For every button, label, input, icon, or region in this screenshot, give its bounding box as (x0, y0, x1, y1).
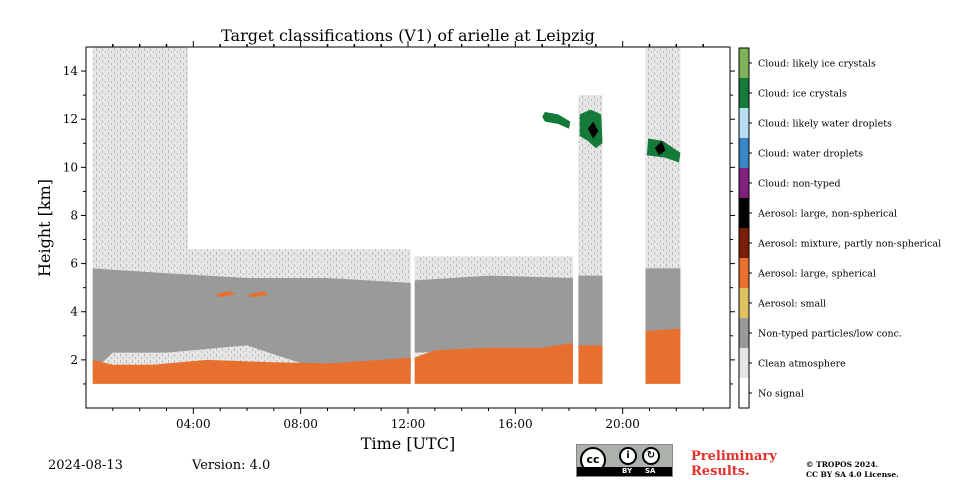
colorbar-label-cloud-likely-water-droplets: Cloud: likely water droplets (758, 119, 892, 130)
colorbar-swatch-no-signal (739, 378, 749, 408)
layer-cloud-ice-crystals-14 (542, 112, 571, 129)
y-tick-label: 10 (63, 160, 78, 174)
colorbar-frame (738, 47, 750, 409)
preliminary-line-1: Preliminary (691, 449, 777, 464)
share-alike-icon: ↻ (642, 447, 660, 465)
y-tick-label: 6 (70, 257, 78, 271)
by-label: BY (622, 467, 633, 475)
colorbar-label-non-typed-particles-low-conc: Non-typed particles/low conc. (758, 329, 902, 340)
chart-title: Target classifications (V1) of arielle a… (221, 26, 595, 45)
layer-non-typed-particles-low-conc--7 (645, 268, 681, 336)
measurement-date: 2024-08-13 (48, 458, 123, 473)
layer-aerosol-large-spherical-10 (578, 345, 603, 384)
colorbar-label-aerosol-small: Aerosol: small (757, 299, 826, 310)
software-version: Version: 4.0 (192, 458, 271, 473)
layer-aerosol-large-spherical-9 (414, 343, 573, 384)
preliminary-line-2: Results. (691, 464, 750, 479)
colorbar-swatch-non-typed-particles-low-conc (739, 318, 749, 348)
x-tick-label: 04:00 (176, 417, 211, 431)
x-axis-label: Time [UTC] (361, 434, 455, 453)
y-tick-label: 12 (63, 112, 78, 126)
x-tick-label: 20:00 (605, 417, 640, 431)
layer-aerosol-large-spherical-8 (92, 357, 411, 384)
colorbar-label-cloud-ice-crystals: Cloud: ice crystals (758, 89, 847, 100)
x-tick-label: 12:00 (391, 417, 426, 431)
copyright-line-1: © TROPOS 2024. (806, 460, 879, 469)
colorbar-swatch-aerosol-mixture-partly-non-spherical (739, 228, 749, 258)
colorbar-label-cloud-water-droplets: Cloud: water droplets (758, 149, 863, 160)
x-tick-label: 16:00 (498, 417, 533, 431)
colorbar-swatch-aerosol-small (739, 288, 749, 318)
colorbar-swatch-cloud-likely-ice-crystals (739, 48, 749, 78)
layer-aerosol-large-non-spherical-17 (587, 121, 599, 139)
colorbar-swatch-aerosol-large-non-spherical (739, 198, 749, 228)
sa-label: SA (645, 467, 656, 475)
axes: 04:00 08:00 12:00 16:00 20:00 2 4 6 8 10 12 14 (63, 41, 735, 431)
colorbar-label-aerosol-large-spherical: Aerosol: large, spherical (757, 269, 876, 280)
x-tick-label: 08:00 (283, 417, 318, 431)
attribution-icon: i (619, 447, 637, 465)
layer-non-typed-particles-low-conc--6 (578, 275, 603, 348)
colorbar-label-clean-atmosphere: Clean atmosphere (758, 359, 846, 370)
colorbar-label-no-signal: No signal (758, 389, 804, 400)
colorbar-swatch-clean-atmosphere (739, 348, 749, 378)
cc-license-badge: cc i ↻ BY SA (576, 444, 673, 477)
colorbar-label-aerosol-mixture-partly-non-spherical: Aerosol: mixture, partly non-spherical (757, 239, 941, 250)
colorbar-label-cloud-non-typed: Cloud: non-typed (758, 179, 841, 190)
copyright-notice: © TROPOS 2024. CC BY SA 4.0 License. (806, 460, 899, 480)
y-tick-label: 4 (70, 305, 78, 319)
layer-aerosol-large-spherical-11 (645, 328, 681, 384)
copyright-line-2: CC BY SA 4.0 License. (806, 470, 899, 479)
classification-layers (92, 47, 681, 384)
colorbar-label-cloud-likely-ice-crystals: Cloud: likely ice crystals (758, 59, 876, 70)
layer-non-typed-particles-low-conc--5 (414, 275, 573, 353)
colorbar-legend: No signal Clean atmosphere Non-typed parti… (738, 47, 941, 409)
layer-aerosol-large-spherical-13 (247, 291, 269, 298)
colorbar-label-aerosol-large-non-spherical: Aerosol: large, non-spherical (757, 209, 897, 220)
colorbar-swatch-cloud-water-droplets (739, 138, 749, 168)
y-axis-label: Height [km] (35, 179, 54, 277)
y-tick-label: 2 (70, 353, 78, 367)
layer-non-typed-particles-low-conc--4 (92, 268, 411, 372)
preliminary-notice: Preliminary Results. (691, 449, 777, 479)
colorbar-swatch-aerosol-large-spherical (739, 258, 749, 288)
colorbar-swatch-cloud-likely-water-droplets (739, 108, 749, 138)
layer-aerosol-large-spherical-12 (214, 291, 237, 298)
colorbar-swatch-cloud-non-typed (739, 168, 749, 198)
layer-aerosol-large-non-spherical-18 (654, 140, 666, 156)
y-tick-label: 8 (70, 208, 78, 222)
y-tick-label: 14 (63, 64, 79, 78)
colorbar-swatch-cloud-ice-crystals (739, 78, 749, 108)
